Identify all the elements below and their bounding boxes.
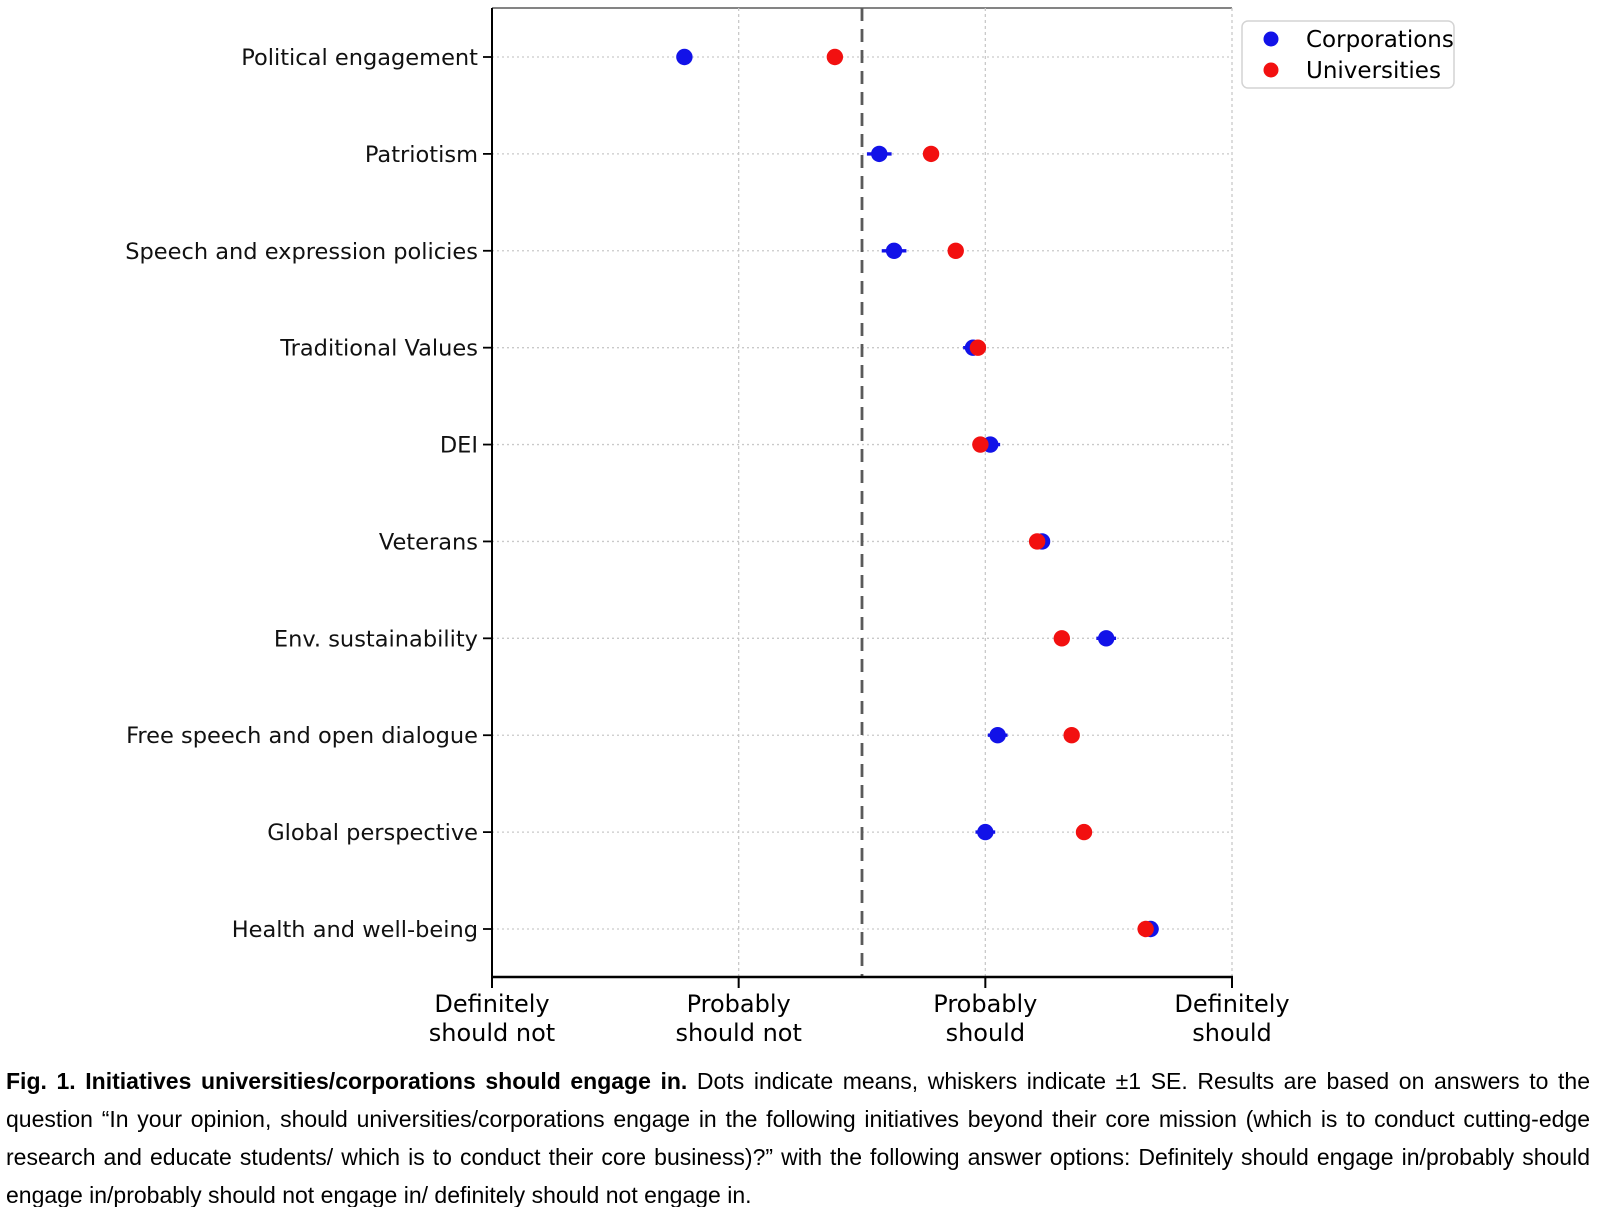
category-label: Traditional Values <box>279 336 478 362</box>
legend-box <box>1241 20 1455 89</box>
legend-marker-corporations <box>1263 31 1279 47</box>
category-label: DEI <box>440 433 478 459</box>
data-point-corporations <box>676 48 693 66</box>
caption-body: Dots indicate means, whiskers indicate ±… <box>6 1068 1590 1207</box>
caption-lead-in: Fig. 1. Initiatives universities/corpora… <box>6 1068 688 1094</box>
data-point-universities <box>1063 727 1080 744</box>
category-label: Health and well-being <box>232 917 478 943</box>
figure-caption: Fig. 1. Initiatives universities/corpora… <box>6 1062 1590 1207</box>
category-label: Patriotism <box>365 142 478 168</box>
category-label: Global perspective <box>267 820 478 846</box>
category-label: Speech and expression policies <box>125 239 478 265</box>
data-point-universities <box>947 242 964 259</box>
x-tick-label: Probably should <box>933 990 1037 1047</box>
data-point-universities <box>826 48 844 66</box>
category-label: Env. sustainability <box>274 626 478 652</box>
data-point-universities <box>922 145 940 163</box>
data-point-universities <box>1137 920 1154 938</box>
data-point-corporations <box>977 823 994 841</box>
legend-label-universities: Universities <box>1306 58 1441 84</box>
data-point-corporations <box>1098 630 1115 647</box>
data-point-corporations <box>989 727 1006 744</box>
data-point-corporations <box>871 145 888 163</box>
x-tick-label: Probably should not <box>675 990 801 1047</box>
category-label: Political engagement <box>241 45 478 71</box>
data-point-universities <box>1075 823 1093 841</box>
data-point-universities <box>1028 533 1046 550</box>
data-point-corporations <box>885 242 903 259</box>
data-point-universities <box>1053 630 1071 647</box>
data-point-universities <box>972 436 989 453</box>
x-tick-label: Definitely should not <box>429 990 555 1047</box>
data-point-universities <box>969 339 987 356</box>
legend-marker-universities <box>1263 62 1279 78</box>
x-tick-label: Definitely should <box>1174 990 1289 1047</box>
figure-chart: Political engagement Patriotism Speech and… <box>125 7 1455 1047</box>
legend-label-corporations: Corporations <box>1306 27 1454 53</box>
category-label: Veterans <box>379 529 478 555</box>
category-label: Free speech and open dialogue <box>126 723 478 749</box>
